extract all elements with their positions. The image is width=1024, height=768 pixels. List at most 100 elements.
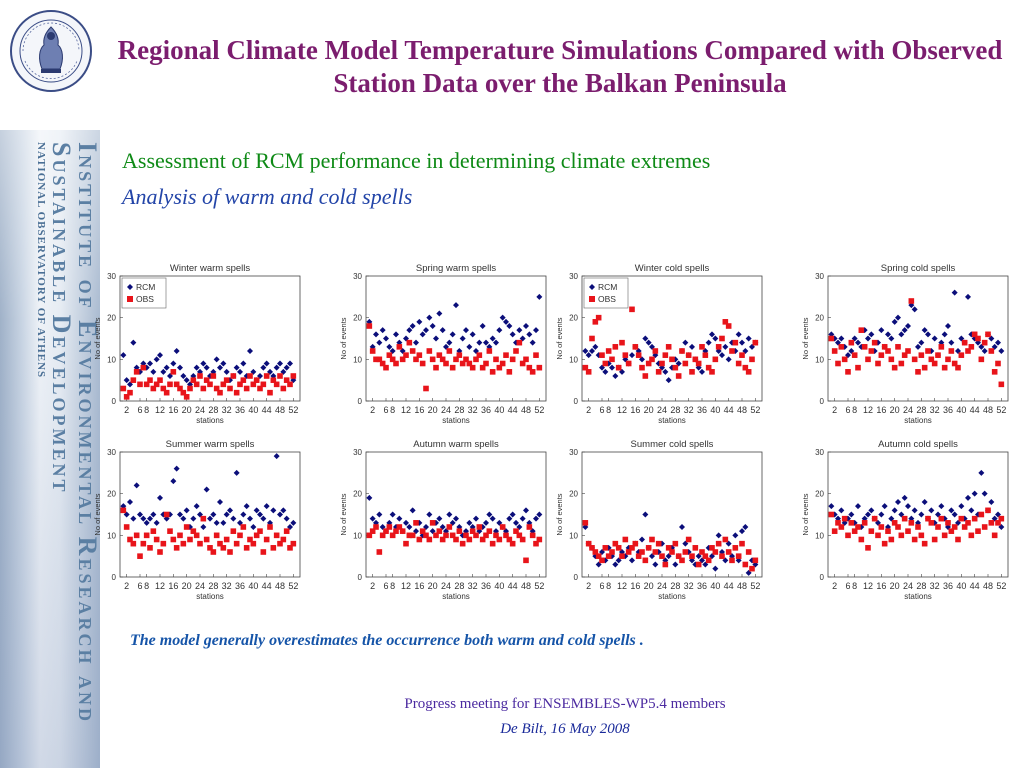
obs-point: [516, 339, 523, 346]
rcm-point: [951, 511, 958, 518]
y-tick-label: 30: [815, 448, 824, 457]
obs-point: [280, 385, 287, 392]
obs-point: [749, 356, 755, 363]
obs-point: [263, 536, 270, 543]
rcm-point: [898, 331, 905, 338]
obs-point: [433, 364, 439, 371]
y-tick-label: 20: [107, 314, 116, 323]
obs-point: [619, 339, 625, 346]
x-tick-label: 48: [737, 581, 747, 591]
y-axis-label: No of events: [339, 317, 348, 359]
obs-point: [170, 536, 177, 543]
rcm-point: [406, 327, 413, 334]
rcm-point: [379, 327, 386, 334]
rcm-point: [722, 343, 729, 350]
rcm-point: [938, 503, 945, 510]
y-tick-label: 30: [107, 448, 116, 457]
obs-point: [655, 369, 662, 375]
obs-point: [529, 532, 536, 539]
obs-point: [838, 344, 845, 350]
obs-point: [486, 348, 493, 354]
y-tick-label: 10: [107, 531, 116, 540]
obs-point: [635, 553, 642, 559]
rcm-point: [642, 335, 649, 342]
obs-point: [290, 540, 297, 547]
rcm-point: [489, 515, 496, 522]
obs-point: [253, 377, 260, 383]
obs-point: [961, 339, 968, 346]
rcm-point: [393, 331, 399, 338]
obs-point: [965, 520, 971, 526]
obs-point: [513, 528, 519, 534]
rcm-point: [533, 515, 539, 522]
rcm-point: [233, 469, 240, 476]
obs-point: [509, 540, 516, 547]
obs-point: [928, 520, 935, 526]
rcm-point: [273, 364, 280, 371]
rcm-point: [948, 339, 955, 346]
obs-point: [851, 352, 858, 358]
obs-point: [925, 348, 931, 354]
obs-point: [413, 520, 419, 526]
rcm-point: [493, 339, 499, 346]
x-tick-label: 6: [383, 405, 388, 415]
rcm-point: [123, 377, 130, 384]
obs-point: [267, 524, 273, 530]
y-tick-label: 20: [569, 314, 578, 323]
rcm-point: [732, 532, 739, 539]
x-tick-label: 36: [943, 405, 953, 415]
obs-point: [127, 389, 133, 396]
obs-point: [473, 356, 479, 363]
x-tick-label: 52: [996, 405, 1006, 415]
obs-point: [183, 394, 190, 400]
obs-point: [227, 385, 233, 392]
rcm-point: [433, 335, 439, 342]
obs-point: [705, 364, 712, 371]
obs-point: [287, 545, 293, 551]
obs-point: [200, 515, 207, 522]
obs-point: [469, 528, 476, 534]
x-tick-label: 32: [930, 405, 940, 415]
obs-point: [403, 352, 409, 358]
x-axis-label: stations: [196, 416, 224, 425]
obs-point: [439, 356, 446, 363]
obs-point: [645, 360, 652, 367]
rcm-point: [988, 499, 995, 505]
obs-point: [210, 549, 217, 555]
rcm-point: [220, 519, 227, 526]
obs-point: [689, 553, 695, 559]
obs-point: [469, 364, 476, 371]
obs-point: [509, 356, 516, 363]
x-tick-label: 8: [144, 581, 149, 591]
obs-point: [935, 352, 941, 358]
x-tick-label: 48: [521, 405, 531, 415]
obs-point: [891, 520, 898, 526]
chart-title: Spring warm spells: [416, 263, 496, 274]
obs-point: [981, 339, 988, 346]
obs-point: [379, 360, 386, 367]
obs-point: [709, 369, 715, 375]
obs-point: [868, 348, 875, 354]
obs-point: [483, 360, 489, 367]
rcm-point: [369, 515, 376, 522]
y-tick-label: 0: [112, 573, 117, 582]
x-tick-label: 32: [468, 581, 478, 591]
chart-title: Summer cold spells: [631, 439, 714, 450]
x-tick-label: 12: [401, 581, 411, 591]
rcm-point: [868, 507, 875, 514]
rcm-point: [150, 368, 157, 375]
x-tick-label: 48: [983, 581, 993, 591]
rcm-point: [699, 368, 705, 375]
obs-point: [260, 549, 267, 555]
obs-point: [595, 553, 602, 559]
rcm-point: [473, 515, 479, 522]
obs-point: [263, 373, 270, 379]
obs-point: [247, 373, 253, 379]
rcm-point: [951, 289, 958, 296]
chart-title: Autumn cold spells: [878, 439, 958, 450]
rcm-point: [147, 360, 153, 367]
obs-point: [995, 360, 1001, 367]
obs-point: [875, 532, 881, 539]
rcm-point: [503, 318, 509, 325]
x-tick-label: 24: [657, 405, 667, 415]
